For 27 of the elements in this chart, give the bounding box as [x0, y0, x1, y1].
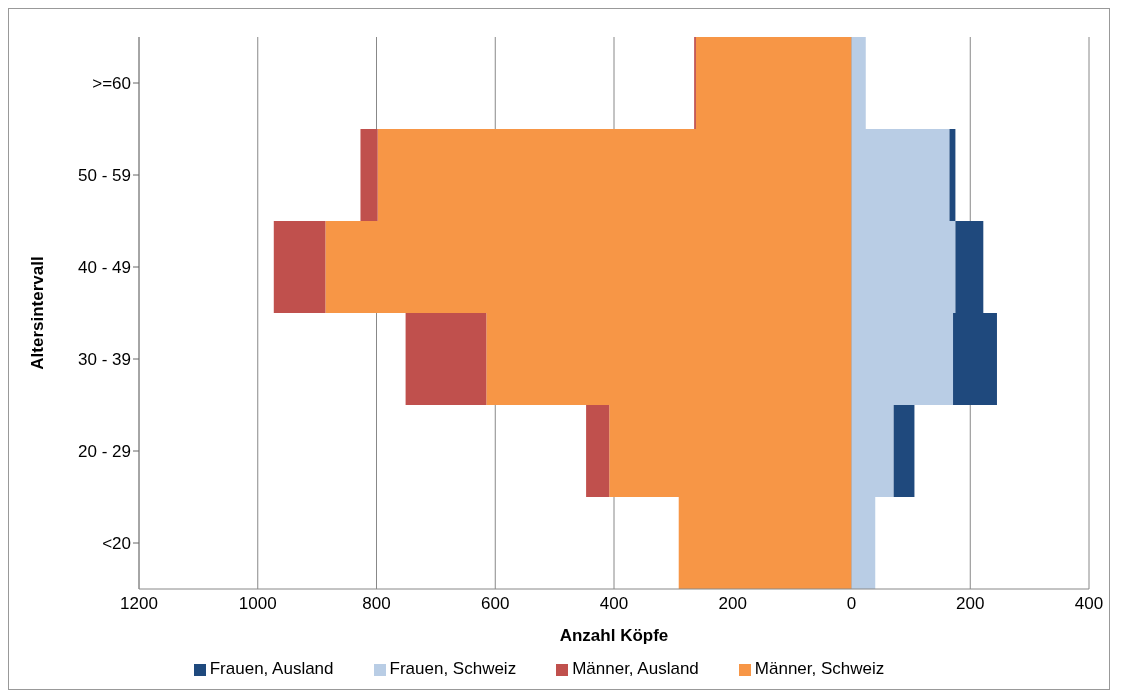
x-tick-label: 400 — [1074, 594, 1104, 614]
x-tick-label: 0 — [846, 594, 857, 614]
legend-label: Männer, Schweiz — [754, 659, 885, 678]
x-tick-label: 200 — [956, 594, 985, 614]
x-axis-title: Anzahl Köpfe — [559, 626, 669, 645]
legend-label: Frauen, Ausland — [209, 659, 334, 678]
x-tick-label: 600 — [481, 594, 510, 614]
y-tick-label: >=60 — [92, 74, 131, 94]
legend-label: Frauen, Schweiz — [389, 659, 517, 678]
bar — [949, 129, 956, 221]
x-tick-label: 1200 — [120, 594, 158, 614]
y-tick-label: 40 - 49 — [78, 258, 131, 278]
x-tick-label: 1000 — [238, 594, 277, 614]
y-tick-label: 20 - 29 — [78, 442, 131, 462]
bar — [893, 405, 915, 497]
x-tick-label: 800 — [362, 594, 391, 614]
legend-label: Männer, Ausland — [572, 659, 699, 678]
bar — [586, 405, 610, 497]
x-tick-label: 400 — [599, 594, 629, 614]
y-tick-label: 50 - 59 — [78, 166, 131, 186]
bar — [273, 221, 326, 313]
y-axis-title: Altersintervall — [28, 256, 48, 370]
x-tick-label: 200 — [718, 594, 747, 614]
y-tick-label: <20 — [102, 534, 131, 554]
bar — [360, 129, 378, 221]
bar — [405, 313, 487, 405]
y-tick-label: 30 - 39 — [78, 350, 131, 370]
